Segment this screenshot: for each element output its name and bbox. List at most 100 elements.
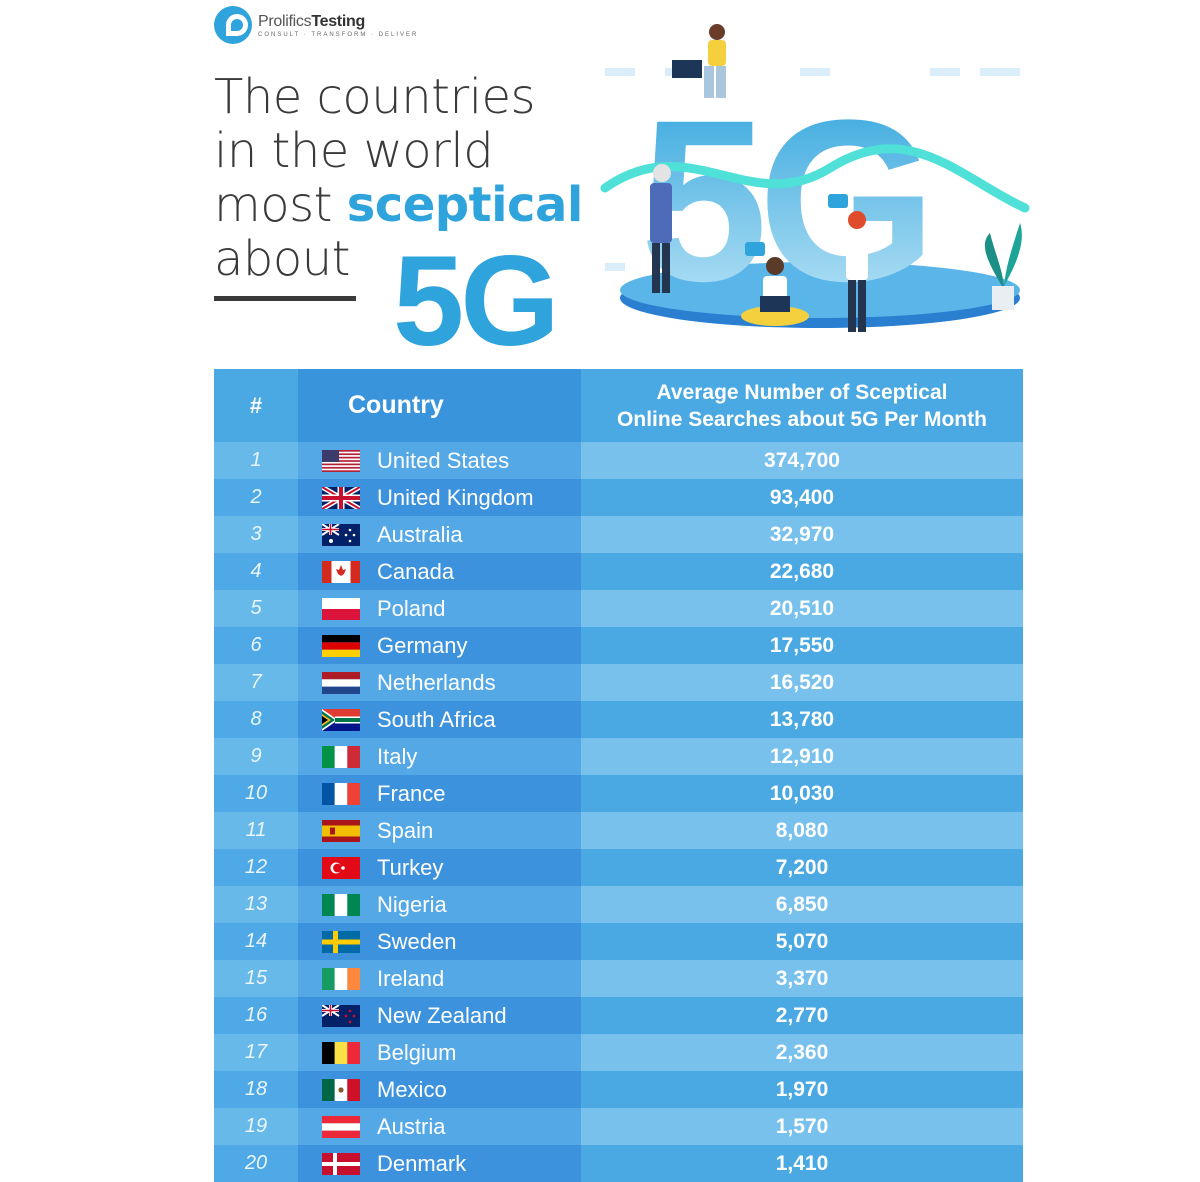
table-row: 16 New Zealand 2,770 xyxy=(214,997,1023,1034)
row-rank: 10 xyxy=(214,775,298,812)
country-name: New Zealand xyxy=(377,1002,507,1028)
table-body: 1 United States 374,700 2 United Kingdom 93,4… xyxy=(214,442,1023,1182)
row-rank: 14 xyxy=(214,923,298,960)
row-value: 5,070 xyxy=(581,923,1023,960)
country-name: United States xyxy=(377,447,510,473)
row-rank: 9 xyxy=(214,738,298,775)
row-country: Belgium xyxy=(298,1034,581,1071)
chat-bubble-icon xyxy=(745,194,848,256)
row-rank: 19 xyxy=(214,1108,298,1145)
row-value: 1,570 xyxy=(581,1108,1023,1145)
brand-text: ProlificsTesting CONSULT · TRANSFORM · D… xyxy=(258,13,418,38)
fr-flag-icon xyxy=(322,782,360,805)
row-rank: 11 xyxy=(214,812,298,849)
country-name: Italy xyxy=(377,743,418,769)
row-country: Nigeria xyxy=(298,886,581,923)
table-row: 3 Australia 32,970 xyxy=(214,516,1023,553)
row-rank: 2 xyxy=(214,479,298,516)
plant-icon xyxy=(984,223,1022,310)
row-country: Spain xyxy=(298,812,581,849)
title-plain: most xyxy=(214,177,347,233)
row-country: Netherlands xyxy=(298,664,581,701)
page-title: The countries in the world most sceptica… xyxy=(214,70,594,286)
country-name: Austria xyxy=(377,1113,446,1139)
country-name: South Africa xyxy=(377,706,496,732)
row-rank: 20 xyxy=(214,1145,298,1182)
person-on-top-icon xyxy=(672,24,726,98)
row-rank: 18 xyxy=(214,1071,298,1108)
row-value: 1,970 xyxy=(581,1071,1023,1108)
row-rank: 13 xyxy=(214,886,298,923)
row-rank: 5 xyxy=(214,590,298,627)
row-country: Australia xyxy=(298,516,581,553)
table-row: 4 Canada 22,680 xyxy=(214,553,1023,590)
row-value: 2,360 xyxy=(581,1034,1023,1071)
table-row: 14 Sweden 5,070 xyxy=(214,923,1023,960)
row-rank: 1 xyxy=(214,442,298,479)
row-rank: 6 xyxy=(214,627,298,664)
table-row: 17 Belgium 2,360 xyxy=(214,1034,1023,1071)
country-name: United Kingdom xyxy=(377,484,534,510)
ranking-table: # Country Average Number of Sceptical On… xyxy=(214,369,1023,1182)
country-name: Poland xyxy=(377,595,446,621)
header-value-line-2: Online Searches about 5G Per Month xyxy=(617,407,987,431)
row-country: France xyxy=(298,775,581,812)
title-line-2: in the world xyxy=(214,123,494,179)
row-value: 16,520 xyxy=(581,664,1023,701)
header-value-line-1: Average Number of Sceptical xyxy=(656,380,948,404)
header-country: Country xyxy=(298,369,581,442)
country-name: Denmark xyxy=(377,1150,467,1176)
row-country: Ireland xyxy=(298,960,581,997)
row-rank: 8 xyxy=(214,701,298,738)
country-name: Mexico xyxy=(377,1076,447,1102)
nz-flag-icon xyxy=(322,1004,360,1027)
it-flag-icon xyxy=(322,745,360,768)
illustration-5g-text: 5G xyxy=(640,72,927,329)
table-row: 9 Italy 12,910 xyxy=(214,738,1023,775)
row-value: 7,200 xyxy=(581,849,1023,886)
row-country: Sweden xyxy=(298,923,581,960)
row-value: 10,030 xyxy=(581,775,1023,812)
country-name: Australia xyxy=(377,521,463,547)
row-rank: 7 xyxy=(214,664,298,701)
row-country: Austria xyxy=(298,1108,581,1145)
table-row: 7 Netherlands 16,520 xyxy=(214,664,1023,701)
5g-people-illustration: 5G xyxy=(600,24,1030,332)
tr-flag-icon xyxy=(322,856,360,879)
row-country: United States xyxy=(298,442,581,479)
za-flag-icon xyxy=(322,708,360,731)
row-rank: 15 xyxy=(214,960,298,997)
row-country: Canada xyxy=(298,553,581,590)
table-row: 15 Ireland 3,370 xyxy=(214,960,1023,997)
row-value: 12,910 xyxy=(581,738,1023,775)
row-country: South Africa xyxy=(298,701,581,738)
country-name: Ireland xyxy=(377,965,445,991)
se-flag-icon xyxy=(322,930,360,953)
brand-name-bold: Testing xyxy=(311,12,365,30)
mx-flag-icon xyxy=(322,1078,360,1101)
person-sitting-icon xyxy=(741,257,809,326)
table-row: 18 Mexico 1,970 xyxy=(214,1071,1023,1108)
country-name: France xyxy=(377,780,446,806)
header-rank: # xyxy=(214,369,298,442)
title-line-3: most sceptical xyxy=(214,178,594,232)
row-value: 374,700 xyxy=(581,442,1023,479)
us-flag-icon xyxy=(322,449,360,472)
row-rank: 12 xyxy=(214,849,298,886)
row-rank: 3 xyxy=(214,516,298,553)
row-country: Germany xyxy=(298,627,581,664)
country-name: Nigeria xyxy=(377,891,447,917)
nl-flag-icon xyxy=(322,671,360,694)
ng-flag-icon xyxy=(322,893,360,916)
brand-tagline: CONSULT · TRANSFORM · DELIVER xyxy=(258,31,419,38)
prolifics-logo-icon xyxy=(214,6,252,44)
table-row: 20 Denmark 1,410 xyxy=(214,1145,1023,1182)
row-country: Mexico xyxy=(298,1071,581,1108)
at-flag-icon xyxy=(322,1115,360,1138)
row-country: Poland xyxy=(298,590,581,627)
person-standing-left-icon xyxy=(650,164,672,293)
title-accent: sceptical xyxy=(346,177,584,233)
platform-top xyxy=(620,262,1020,318)
title-underline xyxy=(214,296,356,301)
country-name: Belgium xyxy=(377,1039,457,1065)
